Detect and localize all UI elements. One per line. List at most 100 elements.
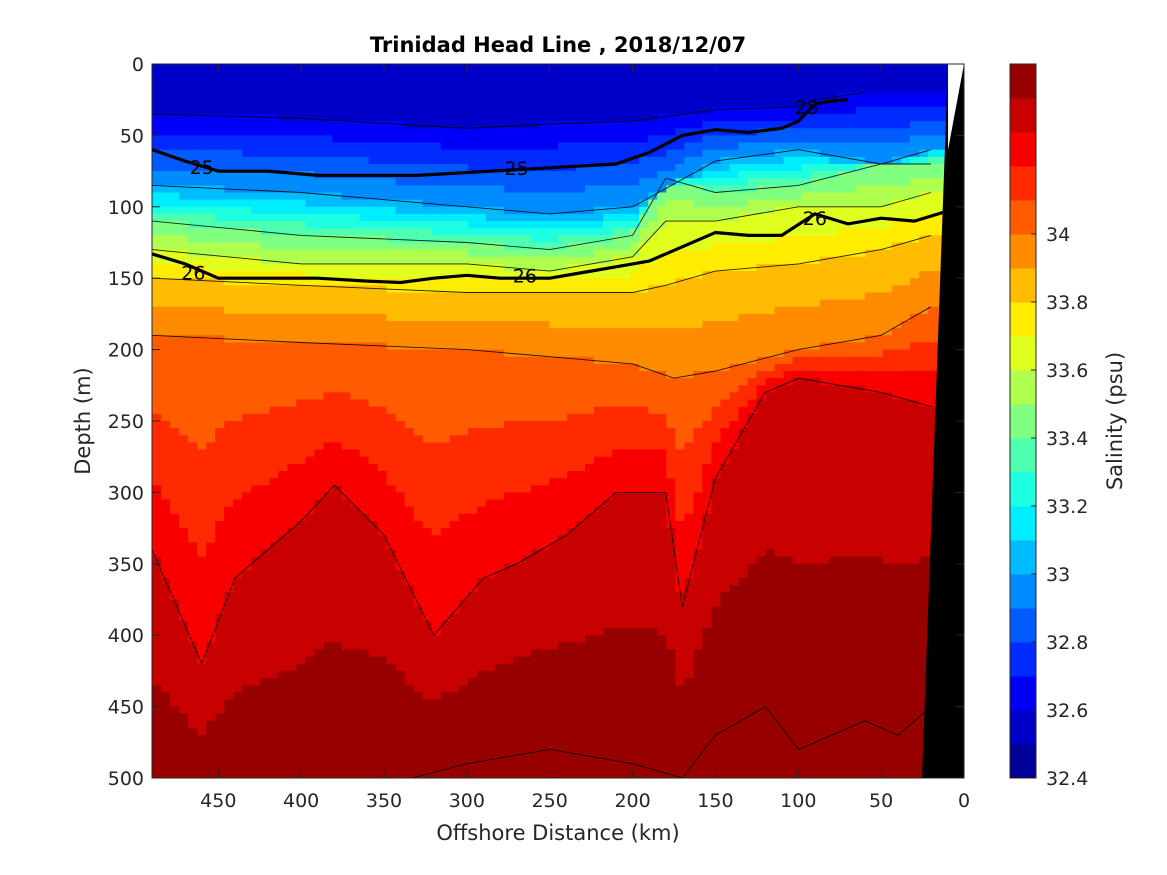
salinity-cell	[359, 349, 370, 358]
salinity-cell	[188, 413, 198, 422]
salinity-cell	[512, 478, 523, 486]
salinity-cell	[404, 142, 415, 151]
salinity-cell	[368, 635, 379, 644]
salinity-cell	[548, 378, 559, 386]
salinity-cell	[287, 399, 298, 408]
salinity-cell	[314, 735, 325, 743]
salinity-cell	[413, 499, 424, 508]
salinity-cell	[179, 499, 189, 508]
salinity-cell	[458, 178, 469, 187]
salinity-cell	[197, 71, 207, 79]
salinity-cell	[242, 463, 252, 472]
salinity-cell	[503, 635, 514, 644]
salinity-cell	[431, 71, 442, 79]
salinity-cell	[585, 78, 595, 87]
salinity-cell	[594, 592, 604, 601]
salinity-cell	[296, 271, 307, 279]
salinity-cell	[558, 178, 568, 187]
salinity-cell	[476, 478, 487, 486]
salinity-cell	[548, 606, 559, 615]
salinity-cell	[449, 578, 460, 586]
salinity-cell	[197, 649, 207, 658]
salinity-cell	[386, 749, 397, 758]
salinity-cell	[503, 278, 514, 287]
salinity-cell	[161, 85, 171, 94]
salinity-cell	[215, 642, 225, 651]
salinity-cell	[431, 549, 442, 558]
salinity-cell	[467, 242, 478, 251]
salinity-cell	[278, 485, 289, 494]
salinity-cell	[548, 128, 559, 137]
salinity-cell	[422, 106, 433, 115]
salinity-cell	[449, 428, 460, 436]
salinity-cell	[458, 756, 469, 765]
salinity-cell	[188, 363, 198, 372]
salinity-cell	[585, 349, 595, 358]
salinity-cell	[341, 506, 352, 515]
salinity-cell	[278, 770, 289, 778]
salinity-cell	[341, 528, 352, 536]
salinity-cell	[296, 592, 307, 601]
salinity-cell	[368, 192, 379, 201]
salinity-cell	[476, 549, 487, 558]
salinity-cell	[521, 720, 532, 729]
salinity-cell	[260, 635, 270, 644]
salinity-cell	[458, 313, 469, 322]
salinity-cell	[341, 563, 352, 572]
salinity-cell	[287, 699, 298, 708]
salinity-cell	[314, 556, 325, 565]
salinity-cell	[323, 178, 334, 187]
salinity-cell	[251, 599, 261, 608]
salinity-cell	[188, 478, 198, 486]
salinity-cell	[413, 549, 424, 558]
salinity-cell	[179, 242, 189, 251]
salinity-cell	[458, 592, 469, 601]
salinity-cell	[494, 706, 505, 715]
salinity-cell	[260, 142, 270, 151]
salinity-cell	[512, 756, 523, 765]
salinity-cell	[458, 620, 469, 629]
salinity-cell	[494, 171, 505, 179]
salinity-cell	[539, 649, 550, 658]
salinity-cell	[422, 142, 433, 151]
salinity-cell	[278, 106, 289, 115]
salinity-cell	[170, 221, 180, 229]
salinity-cell	[305, 763, 316, 772]
salinity-cell	[260, 321, 270, 329]
salinity-cell	[251, 642, 261, 651]
salinity-cell	[197, 492, 207, 501]
salinity-cell	[594, 113, 604, 122]
salinity-cell	[512, 592, 523, 601]
salinity-cell	[503, 71, 514, 79]
salinity-cell	[485, 706, 496, 715]
salinity-cell	[503, 756, 514, 765]
salinity-cell	[197, 613, 207, 622]
salinity-cell	[242, 213, 252, 222]
salinity-cell	[476, 271, 487, 279]
salinity-cell	[377, 513, 388, 522]
salinity-cell	[197, 620, 207, 629]
salinity-cell	[242, 756, 252, 765]
salinity-cell	[278, 506, 289, 515]
salinity-cell	[512, 485, 523, 494]
salinity-cell	[485, 213, 496, 222]
salinity-cell	[242, 121, 252, 129]
salinity-cell	[188, 199, 198, 208]
salinity-cell	[314, 699, 325, 708]
salinity-cell	[386, 706, 397, 715]
salinity-cell	[242, 613, 252, 622]
salinity-cell	[485, 249, 496, 258]
salinity-cell	[503, 485, 514, 494]
salinity-cell	[512, 128, 523, 137]
salinity-cell	[170, 620, 180, 629]
salinity-cell	[341, 570, 352, 579]
salinity-cell	[558, 306, 568, 315]
salinity-cell	[359, 578, 370, 586]
salinity-cell	[539, 178, 550, 187]
salinity-cell	[567, 656, 577, 665]
salinity-cell	[170, 435, 180, 444]
salinity-cell	[170, 720, 180, 729]
salinity-cell	[485, 306, 496, 315]
salinity-cell	[332, 563, 343, 572]
